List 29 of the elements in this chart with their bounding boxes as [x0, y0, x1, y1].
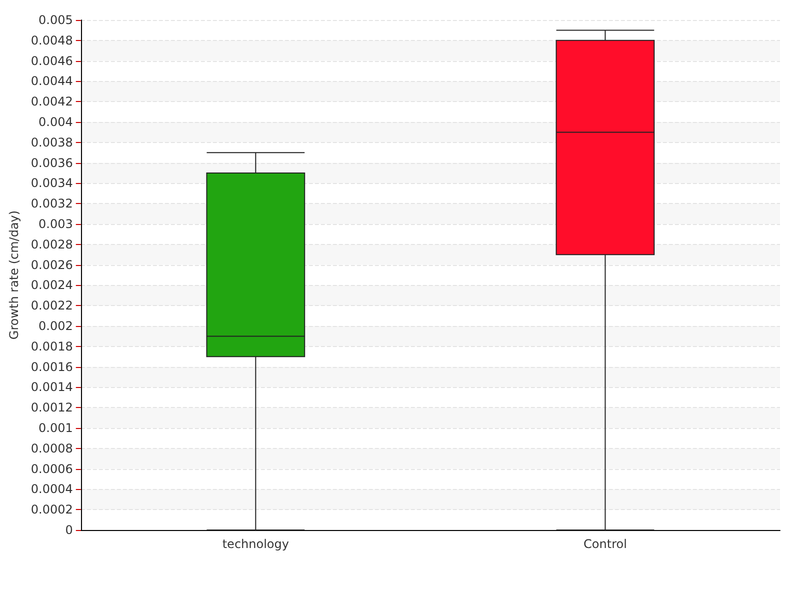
y-tick-label: 0.0012: [30, 400, 73, 415]
y-tick-label: 0.0016: [30, 360, 73, 374]
y-axis-title: Growth rate (cm/day): [7, 210, 21, 340]
y-tick-label: 0.005: [38, 13, 73, 27]
y-tick-label: 0.0028: [30, 237, 73, 252]
y-tick-label: 0.0048: [30, 33, 73, 48]
y-tick-label: 0.0008: [30, 441, 73, 456]
y-tick-label: 0.0032: [30, 196, 73, 211]
y-tick-label: 0: [65, 523, 73, 537]
y-tick-label: 0.0034: [30, 176, 73, 190]
y-tick-label: 0.002: [38, 319, 73, 333]
y-tick-label: 0.0026: [30, 258, 73, 272]
y-tick-label: 0.0014: [30, 380, 73, 394]
y-tick-label: 0.003: [38, 217, 73, 231]
y-tick-label: 0.0006: [30, 462, 73, 476]
y-tick-label: 0.0002: [30, 502, 73, 517]
y-tick-label: 0.0038: [30, 135, 73, 150]
y-tick-label: 0.0046: [30, 54, 73, 68]
y-tick-label: 0.0004: [30, 482, 73, 496]
x-tick-label: technology: [222, 537, 289, 551]
y-tick-label: 0.0024: [30, 278, 73, 292]
x-tick-label: Control: [584, 537, 627, 551]
y-tick-label: 0.0018: [30, 339, 73, 354]
y-tick-label: 0.0022: [30, 298, 73, 313]
y-tick-label: 0.001: [38, 421, 73, 435]
y-tick-label: 0.0036: [30, 156, 73, 170]
y-tick-label: 0.0042: [30, 94, 73, 109]
y-tick-label: 0.004: [38, 115, 73, 129]
y-tick-label: 0.0044: [30, 74, 73, 88]
